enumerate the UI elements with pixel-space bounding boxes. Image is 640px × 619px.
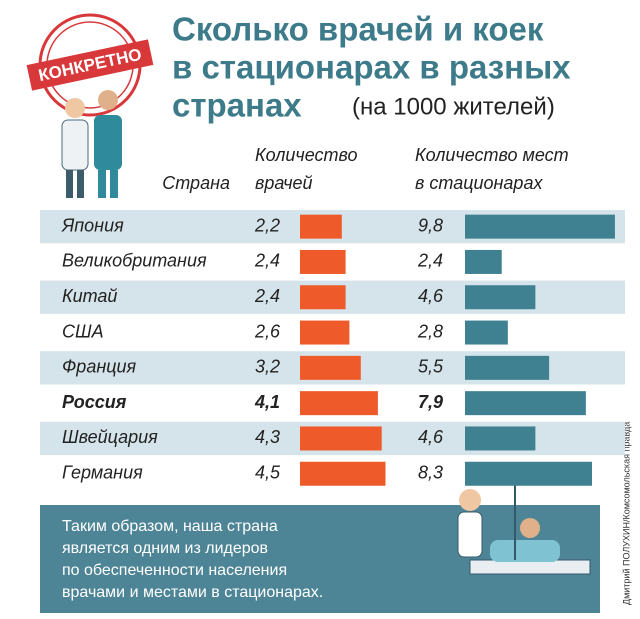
value-label: 5,5	[418, 357, 444, 377]
footer-line: врачами и местами в стационарах.	[62, 584, 323, 601]
bar	[465, 355, 550, 380]
value-label: 2,8	[417, 321, 443, 341]
bar	[300, 426, 382, 451]
bar	[300, 320, 350, 345]
patient-head	[520, 518, 540, 538]
footer-line: Таким образом, наша страна	[62, 518, 278, 535]
value-label: 4,1	[254, 392, 280, 412]
column-header: Количество	[255, 145, 358, 165]
bar	[465, 285, 536, 310]
bar	[300, 249, 346, 274]
column-header: врачей	[255, 173, 313, 193]
nurse-coat	[457, 511, 483, 558]
bar	[465, 320, 508, 345]
column-header: Количество мест	[415, 145, 569, 165]
footer-line: по обеспеченности населения	[62, 562, 287, 579]
value-label: 2,2	[254, 215, 280, 235]
value-label: 4,3	[255, 427, 280, 447]
category-label: Швейцария	[62, 427, 158, 447]
doctor-leg	[66, 170, 73, 198]
doctor-coat	[61, 119, 89, 171]
column-header: Страна	[162, 173, 230, 193]
title-line: Сколько врачей и коек	[172, 11, 544, 48]
doctor-leg	[77, 170, 84, 198]
badge-text: КОНКРЕТНО	[37, 45, 143, 85]
category-label: Великобритания	[62, 251, 207, 271]
category-label: Германия	[62, 463, 143, 483]
category-label: Россия	[62, 392, 127, 412]
value-label: 2,4	[254, 286, 280, 306]
value-label: 4,5	[255, 463, 281, 483]
category-label: Китай	[62, 286, 117, 306]
bar	[300, 214, 342, 239]
doctor-head	[98, 90, 118, 110]
category-label: США	[62, 321, 104, 341]
footer-text: Таким образом, наша страна является одним…	[62, 518, 323, 601]
bed	[469, 559, 591, 575]
bar	[465, 426, 536, 451]
value-label: 3,2	[255, 357, 280, 377]
bar	[300, 355, 361, 380]
bar	[300, 391, 378, 416]
doctors-illustration	[61, 90, 122, 198]
bar	[465, 391, 586, 416]
doctor-leg	[110, 170, 118, 198]
bar	[465, 461, 592, 486]
value-label: 4,6	[418, 286, 444, 306]
blanket	[490, 540, 560, 562]
bar	[465, 214, 615, 239]
nurse-head	[459, 489, 481, 511]
credit: Дмитрий ПОЛУХИН/Комсомольская правда	[621, 422, 631, 605]
badge: КОНКРЕТНО	[26, 13, 154, 117]
bar	[465, 249, 502, 274]
column-header: в стационарах	[415, 173, 543, 193]
bar	[300, 461, 386, 486]
doctor-head	[65, 98, 85, 118]
value-label: 2,6	[254, 321, 281, 341]
badge-band	[26, 39, 154, 91]
bar	[300, 285, 346, 310]
patient-illustration	[457, 480, 591, 575]
doctor-leg	[98, 170, 106, 198]
doctor-scrubs	[94, 115, 122, 170]
category-label: Франция	[62, 357, 137, 377]
value-label: 4,6	[418, 427, 444, 447]
value-label: 8,3	[418, 463, 443, 483]
title-line: странах	[172, 87, 302, 124]
value-label: 2,4	[254, 251, 280, 271]
value-label: 2,4	[417, 251, 443, 271]
footer-line: является одним из лидеров	[62, 540, 268, 557]
subtitle: (на 1000 жителей)	[352, 93, 555, 120]
value-label: 9,8	[418, 215, 443, 235]
category-label: Япония	[61, 215, 124, 235]
value-label: 7,9	[418, 392, 443, 412]
title-line: в стационарах в разных	[172, 49, 571, 86]
